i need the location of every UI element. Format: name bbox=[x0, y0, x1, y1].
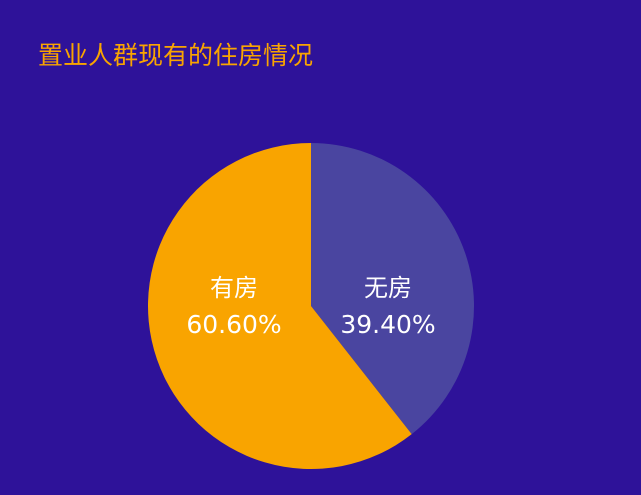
value-label: 60.60% bbox=[186, 310, 281, 339]
pie-slice bbox=[311, 143, 474, 435]
pie-slice bbox=[147, 143, 412, 470]
slice-label: 无房 bbox=[364, 274, 412, 302]
slice-label: 有房 bbox=[210, 274, 258, 302]
chart-title: 置业人群现有的住房情况 bbox=[38, 41, 313, 70]
value-label: 39.40% bbox=[340, 310, 435, 339]
